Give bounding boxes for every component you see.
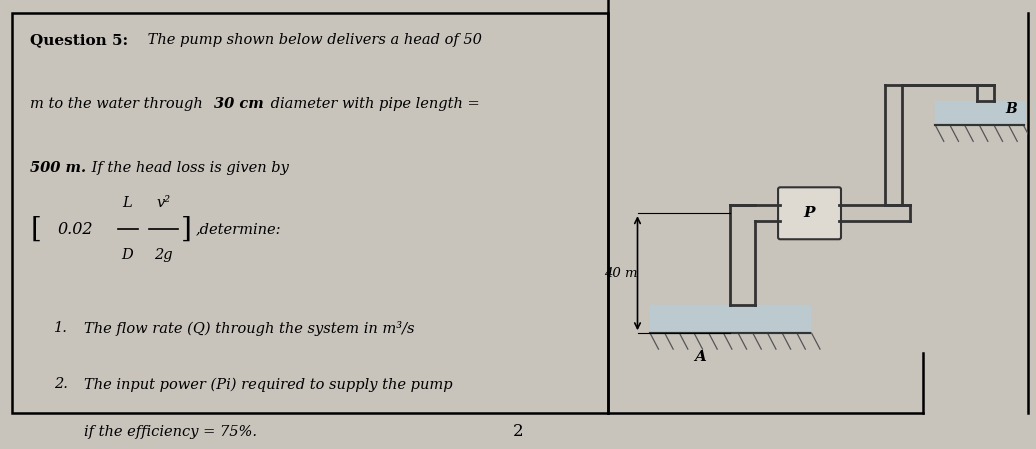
Text: m to the water through: m to the water through — [30, 97, 207, 111]
Text: The pump shown below delivers a head of 50: The pump shown below delivers a head of … — [143, 34, 483, 48]
Text: B: B — [1005, 102, 1016, 116]
Text: The input power (Pi) required to supply the pump: The input power (Pi) required to supply … — [84, 377, 453, 392]
Text: diameter with pipe length =: diameter with pipe length = — [266, 97, 480, 111]
Text: The flow rate (Q) through the system in m³/s: The flow rate (Q) through the system in … — [84, 321, 414, 336]
Text: 40 m: 40 m — [604, 267, 637, 280]
Text: ]: ] — [181, 216, 192, 243]
Text: If the head loss is given by: If the head loss is given by — [87, 161, 289, 175]
Text: 2: 2 — [513, 423, 523, 440]
Text: L: L — [122, 196, 133, 210]
Text: 0.02: 0.02 — [57, 221, 92, 238]
Text: P: P — [804, 206, 815, 220]
Text: D: D — [121, 248, 134, 262]
Text: 30 cm: 30 cm — [213, 97, 263, 111]
Text: 2g: 2g — [153, 248, 172, 262]
Text: if the efficiency = 75%.: if the efficiency = 75%. — [84, 425, 257, 439]
Text: A: A — [694, 350, 707, 364]
Text: v²: v² — [156, 196, 170, 210]
Text: Question 5:: Question 5: — [30, 34, 128, 48]
Text: 500 m.: 500 m. — [30, 161, 86, 175]
FancyBboxPatch shape — [778, 187, 841, 239]
Text: ,determine:: ,determine: — [196, 222, 282, 236]
Text: [: [ — [30, 216, 41, 243]
Text: 1.: 1. — [54, 321, 68, 335]
Text: 2.: 2. — [54, 377, 68, 391]
